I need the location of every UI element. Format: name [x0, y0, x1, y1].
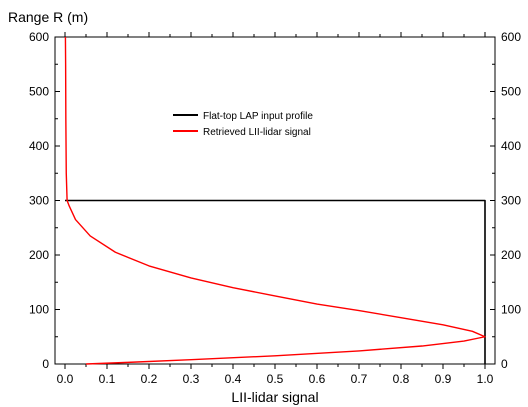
y-tick-label-right: 500 [501, 85, 521, 99]
legend-label: Retrieved LII-lidar signal [203, 127, 311, 138]
y-axis-title: Range R (m) [8, 9, 88, 25]
y-tick-label-right: 600 [501, 30, 521, 44]
series-line-input-profile [65, 199, 486, 364]
y-tick-label-left: 100 [29, 303, 49, 317]
y-tick-label-left: 400 [29, 139, 49, 153]
x-tick-label: 0.3 [183, 372, 200, 386]
y-tick-label-right: 300 [501, 194, 521, 208]
series-layer [64, 36, 486, 365]
x-tick-label: 0.2 [141, 372, 158, 386]
x-tick-label: 0.9 [435, 372, 452, 386]
legend-label: Flat-top LAP input profile [203, 111, 313, 122]
y-tick-label-left: 200 [29, 248, 49, 262]
y-tick-label-left: 0 [42, 357, 49, 371]
x-tick-label: 0.5 [267, 372, 284, 386]
y-tick-label-left: 300 [29, 194, 49, 208]
x-tick-label: 0.6 [309, 372, 326, 386]
x-ticks: 0.0 0.1 0.2 0.3 0.4 0.5 0.6 0.7 0.8 0.9 1.0 [57, 32, 494, 386]
y-tick-label-right: 200 [501, 248, 521, 262]
x-tick-label: 0.7 [351, 372, 368, 386]
y-tick-label-right: 400 [501, 139, 521, 153]
x-tick-label: 0.4 [225, 372, 242, 386]
legend: Flat-top LAP input profile Retrieved LII-… [173, 111, 313, 138]
x-tick-label: 0.0 [57, 372, 74, 386]
y-tick-label-right: 100 [501, 303, 521, 317]
y-tick-label-right: 0 [501, 357, 508, 371]
x-tick-label: 0.1 [99, 372, 116, 386]
x-tick-label: 1.0 [477, 372, 494, 386]
y-tick-label-left: 500 [29, 85, 49, 99]
x-axis-title: LII-lidar signal [231, 389, 318, 405]
series-line-retrieved-signal [64, 36, 486, 365]
y-ticks: 0 0 100 100 200 200 300 300 400 400 500 500 600 600 [29, 30, 521, 371]
x-tick-label: 0.8 [393, 372, 410, 386]
y-tick-label-left: 600 [29, 30, 49, 44]
